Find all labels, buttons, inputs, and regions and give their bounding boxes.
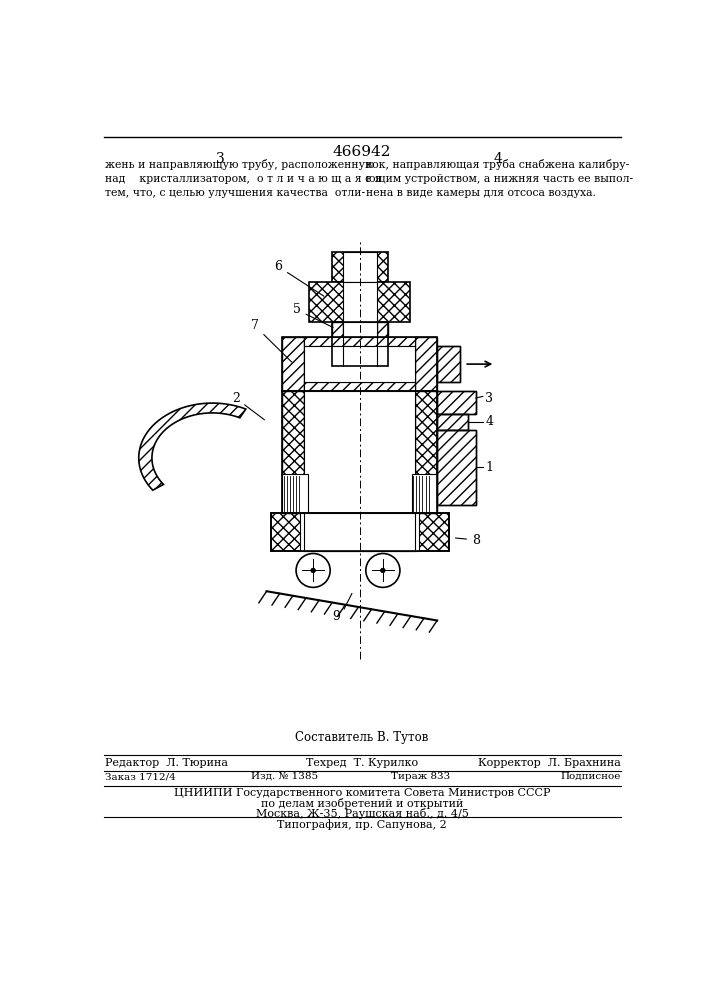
Text: Москва, Ж-35, Раушская наб., д. 4/5: Москва, Ж-35, Раушская наб., д. 4/5 <box>255 808 469 819</box>
Text: Составитель В. Тутов: Составитель В. Тутов <box>296 731 428 744</box>
Text: 5: 5 <box>293 303 333 327</box>
Bar <box>304 513 416 551</box>
Bar <box>282 337 437 391</box>
Bar <box>304 337 416 346</box>
Bar <box>309 282 410 322</box>
Circle shape <box>311 568 315 573</box>
Bar <box>282 391 304 513</box>
Bar <box>282 391 437 513</box>
Text: 4: 4 <box>493 152 502 166</box>
Bar <box>437 430 476 505</box>
Bar <box>437 391 476 414</box>
Bar <box>271 513 449 551</box>
Bar <box>437 430 476 505</box>
Text: 4: 4 <box>485 415 493 428</box>
Bar <box>411 474 437 513</box>
Bar <box>304 391 416 513</box>
Text: 1: 1 <box>485 461 493 474</box>
Polygon shape <box>139 403 246 490</box>
Bar <box>343 252 377 282</box>
Text: Редактор  Л. Тюрина: Редактор Л. Тюрина <box>105 758 228 768</box>
Text: 3: 3 <box>216 152 225 166</box>
Text: 8: 8 <box>455 534 480 546</box>
Text: 3: 3 <box>485 392 493 405</box>
Text: Изд. № 1385: Изд. № 1385 <box>251 772 318 781</box>
Text: вок, направляющая труба снабжена калибру-
ющим устройством, а нижняя часть ее вы: вок, направляющая труба снабжена калибру… <box>366 158 633 198</box>
Bar <box>437 391 476 414</box>
Circle shape <box>380 568 385 573</box>
Text: жень и направляющую трубу, расположенную
над    кристаллизатором,  о т л и ч а ю: жень и направляющую трубу, расположенную… <box>105 158 382 198</box>
Bar <box>416 391 437 513</box>
Text: 6: 6 <box>274 260 324 296</box>
Circle shape <box>366 554 400 587</box>
Text: 466942: 466942 <box>333 145 391 159</box>
Bar <box>271 513 449 551</box>
Bar <box>343 322 377 366</box>
Bar <box>437 414 468 430</box>
Bar <box>437 414 468 430</box>
Text: 2: 2 <box>232 392 264 420</box>
Bar <box>437 346 460 382</box>
Text: Корректор  Л. Брахнина: Корректор Л. Брахнина <box>478 758 621 768</box>
Text: Заказ 1712/4: Заказ 1712/4 <box>105 772 176 781</box>
Bar <box>304 346 416 382</box>
Text: 9: 9 <box>332 610 340 623</box>
Text: ЦНИИПИ Государственного комитета Совета Министров СССР: ЦНИИПИ Государственного комитета Совета … <box>174 788 550 798</box>
Bar <box>332 252 387 282</box>
Text: Техред  Т. Курилко: Техред Т. Курилко <box>306 758 418 768</box>
Bar <box>300 513 419 551</box>
Text: 7: 7 <box>251 319 292 362</box>
Bar <box>304 382 416 391</box>
Bar <box>282 337 304 391</box>
Circle shape <box>296 554 330 587</box>
Text: Тираж 833: Тираж 833 <box>391 772 450 781</box>
Bar <box>377 322 387 366</box>
Bar <box>437 346 460 382</box>
Text: по делам изобретений и открытий: по делам изобретений и открытий <box>261 798 463 809</box>
Bar <box>332 322 387 366</box>
Bar <box>343 282 377 322</box>
Text: Подписное: Подписное <box>561 772 621 781</box>
Text: Типография, пр. Сапунова, 2: Типография, пр. Сапунова, 2 <box>277 819 447 830</box>
Bar <box>416 337 437 391</box>
Bar <box>332 322 343 366</box>
Bar <box>282 474 308 513</box>
